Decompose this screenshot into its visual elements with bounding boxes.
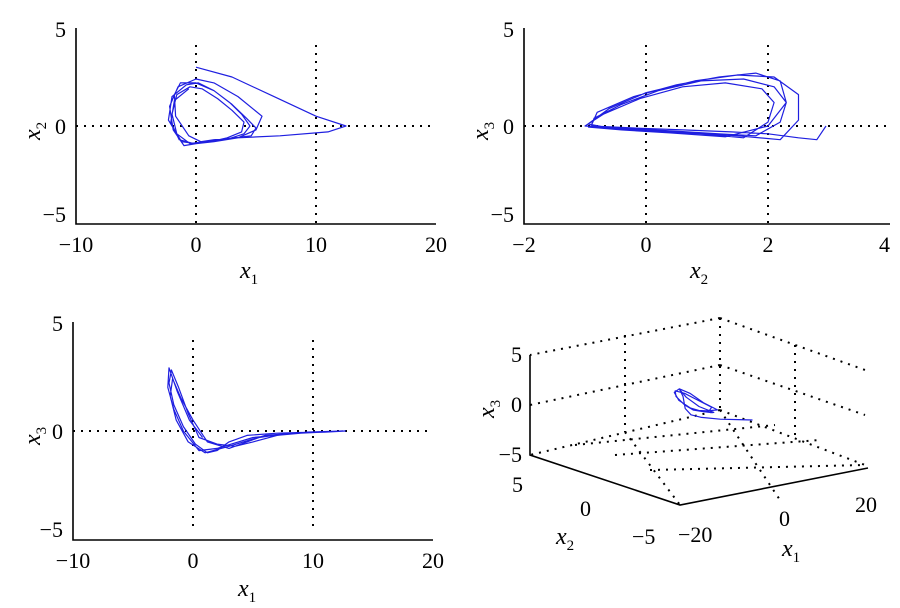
y-axis-label-sub: 3 bbox=[482, 122, 498, 130]
x-tick-label-20: 20 bbox=[422, 548, 444, 573]
x-axis-label: x1 bbox=[239, 258, 258, 288]
x-tick-label-10: 10 bbox=[305, 232, 327, 257]
box-axes bbox=[529, 355, 869, 506]
y-tick-label-5: 5 bbox=[55, 17, 66, 42]
panel-x2-x3: 5 0 −5 −2 0 2 4 x2 x3 bbox=[468, 17, 890, 288]
y-tick-label-5: 5 bbox=[52, 311, 63, 336]
y-tick-label-minus-5: −5 bbox=[491, 202, 514, 227]
x-tick-label-2: 2 bbox=[763, 232, 774, 257]
x-axis-label: x2 bbox=[689, 258, 708, 288]
y-axis-label-base: x bbox=[468, 129, 494, 141]
y-axis-label: x2 bbox=[555, 524, 574, 554]
y-tick-label-0: 0 bbox=[52, 419, 63, 444]
trajectory-line bbox=[673, 388, 753, 421]
x-tick-label-minus-2: −2 bbox=[512, 232, 535, 257]
z-tick-label-0: 0 bbox=[511, 392, 522, 417]
box-grid-back-right bbox=[719, 317, 866, 466]
x-tick-label-10: 10 bbox=[302, 548, 324, 573]
x-axis-label-base: x bbox=[237, 576, 249, 602]
x-axis-label: x1 bbox=[237, 576, 256, 606]
trajectory-line bbox=[584, 72, 827, 141]
y-axis-label-sub: 2 bbox=[567, 538, 575, 554]
x-tick-label-20: 20 bbox=[425, 232, 447, 257]
axis-frame bbox=[75, 28, 436, 225]
y-axis-label-base: x bbox=[555, 524, 567, 550]
box-grid-verticals bbox=[624, 318, 796, 438]
x-axis-label-base: x bbox=[689, 258, 701, 284]
y-tick-label-5: 5 bbox=[503, 17, 514, 42]
y-axis-label: x3 bbox=[20, 427, 50, 446]
axis-frame bbox=[72, 322, 433, 541]
x-tick-label-0: 0 bbox=[641, 232, 652, 257]
x-tick-label-0: 0 bbox=[188, 548, 199, 573]
x-tick-label-minus-20: −20 bbox=[678, 522, 712, 547]
panel-x1-x3: 5 0 −5 −10 0 10 20 x1 x3 bbox=[20, 311, 444, 606]
z-tick-label-5: 5 bbox=[511, 342, 522, 367]
x-tick-label-20: 20 bbox=[855, 492, 877, 517]
z-axis-label: x3 bbox=[474, 400, 504, 419]
z-tick-label-minus-5: −5 bbox=[499, 442, 522, 467]
y-tick-label-minus-5: −5 bbox=[43, 202, 66, 227]
z-axis-label-base: x bbox=[474, 407, 500, 419]
box-grid-floor bbox=[574, 409, 866, 506]
box-grid-back-left bbox=[529, 317, 721, 456]
x-axis-label-sub: 1 bbox=[251, 272, 259, 288]
y-tick-label-0: 0 bbox=[580, 496, 591, 521]
y-axis-label-sub: 3 bbox=[34, 427, 50, 435]
y-tick-label-minus-5: −5 bbox=[40, 517, 63, 542]
x-axis-label-base: x bbox=[781, 536, 793, 562]
trajectory-line bbox=[167, 367, 346, 454]
axis-frame bbox=[523, 28, 890, 225]
y-axis-label-sub: 2 bbox=[34, 122, 50, 130]
x-axis-label-sub: 1 bbox=[793, 550, 801, 566]
x-axis-label-sub: 2 bbox=[701, 272, 709, 288]
x-tick-label-minus-10: −10 bbox=[56, 548, 90, 573]
x-axis-label: x1 bbox=[781, 536, 800, 566]
x-tick-label-4: 4 bbox=[879, 232, 890, 257]
y-tick-label-5: 5 bbox=[512, 472, 523, 497]
y-tick-label-0: 0 bbox=[503, 114, 514, 139]
z-axis-label-sub: 3 bbox=[488, 400, 504, 408]
y-axis-label: x3 bbox=[468, 122, 498, 141]
panel-x1-x2: 5 0 −5 −10 0 10 20 x1 x2 bbox=[20, 17, 447, 288]
panel-3d: 5 0 −5 5 0 −5 −20 0 20 x1 x2 x3 bbox=[474, 317, 877, 566]
y-axis-label: x2 bbox=[20, 122, 50, 141]
y-tick-label-minus-5: −5 bbox=[632, 524, 655, 549]
x-axis-label-sub: 1 bbox=[249, 590, 257, 606]
x-axis-label-base: x bbox=[239, 258, 251, 284]
trajectory-line bbox=[167, 66, 347, 147]
y-axis-label-base: x bbox=[20, 434, 46, 446]
x-tick-label-0: 0 bbox=[779, 506, 790, 531]
y-tick-label-0: 0 bbox=[55, 114, 66, 139]
x-tick-label-minus-10: −10 bbox=[59, 232, 93, 257]
y-axis-label-base: x bbox=[20, 129, 46, 141]
x-tick-label-0: 0 bbox=[191, 232, 202, 257]
